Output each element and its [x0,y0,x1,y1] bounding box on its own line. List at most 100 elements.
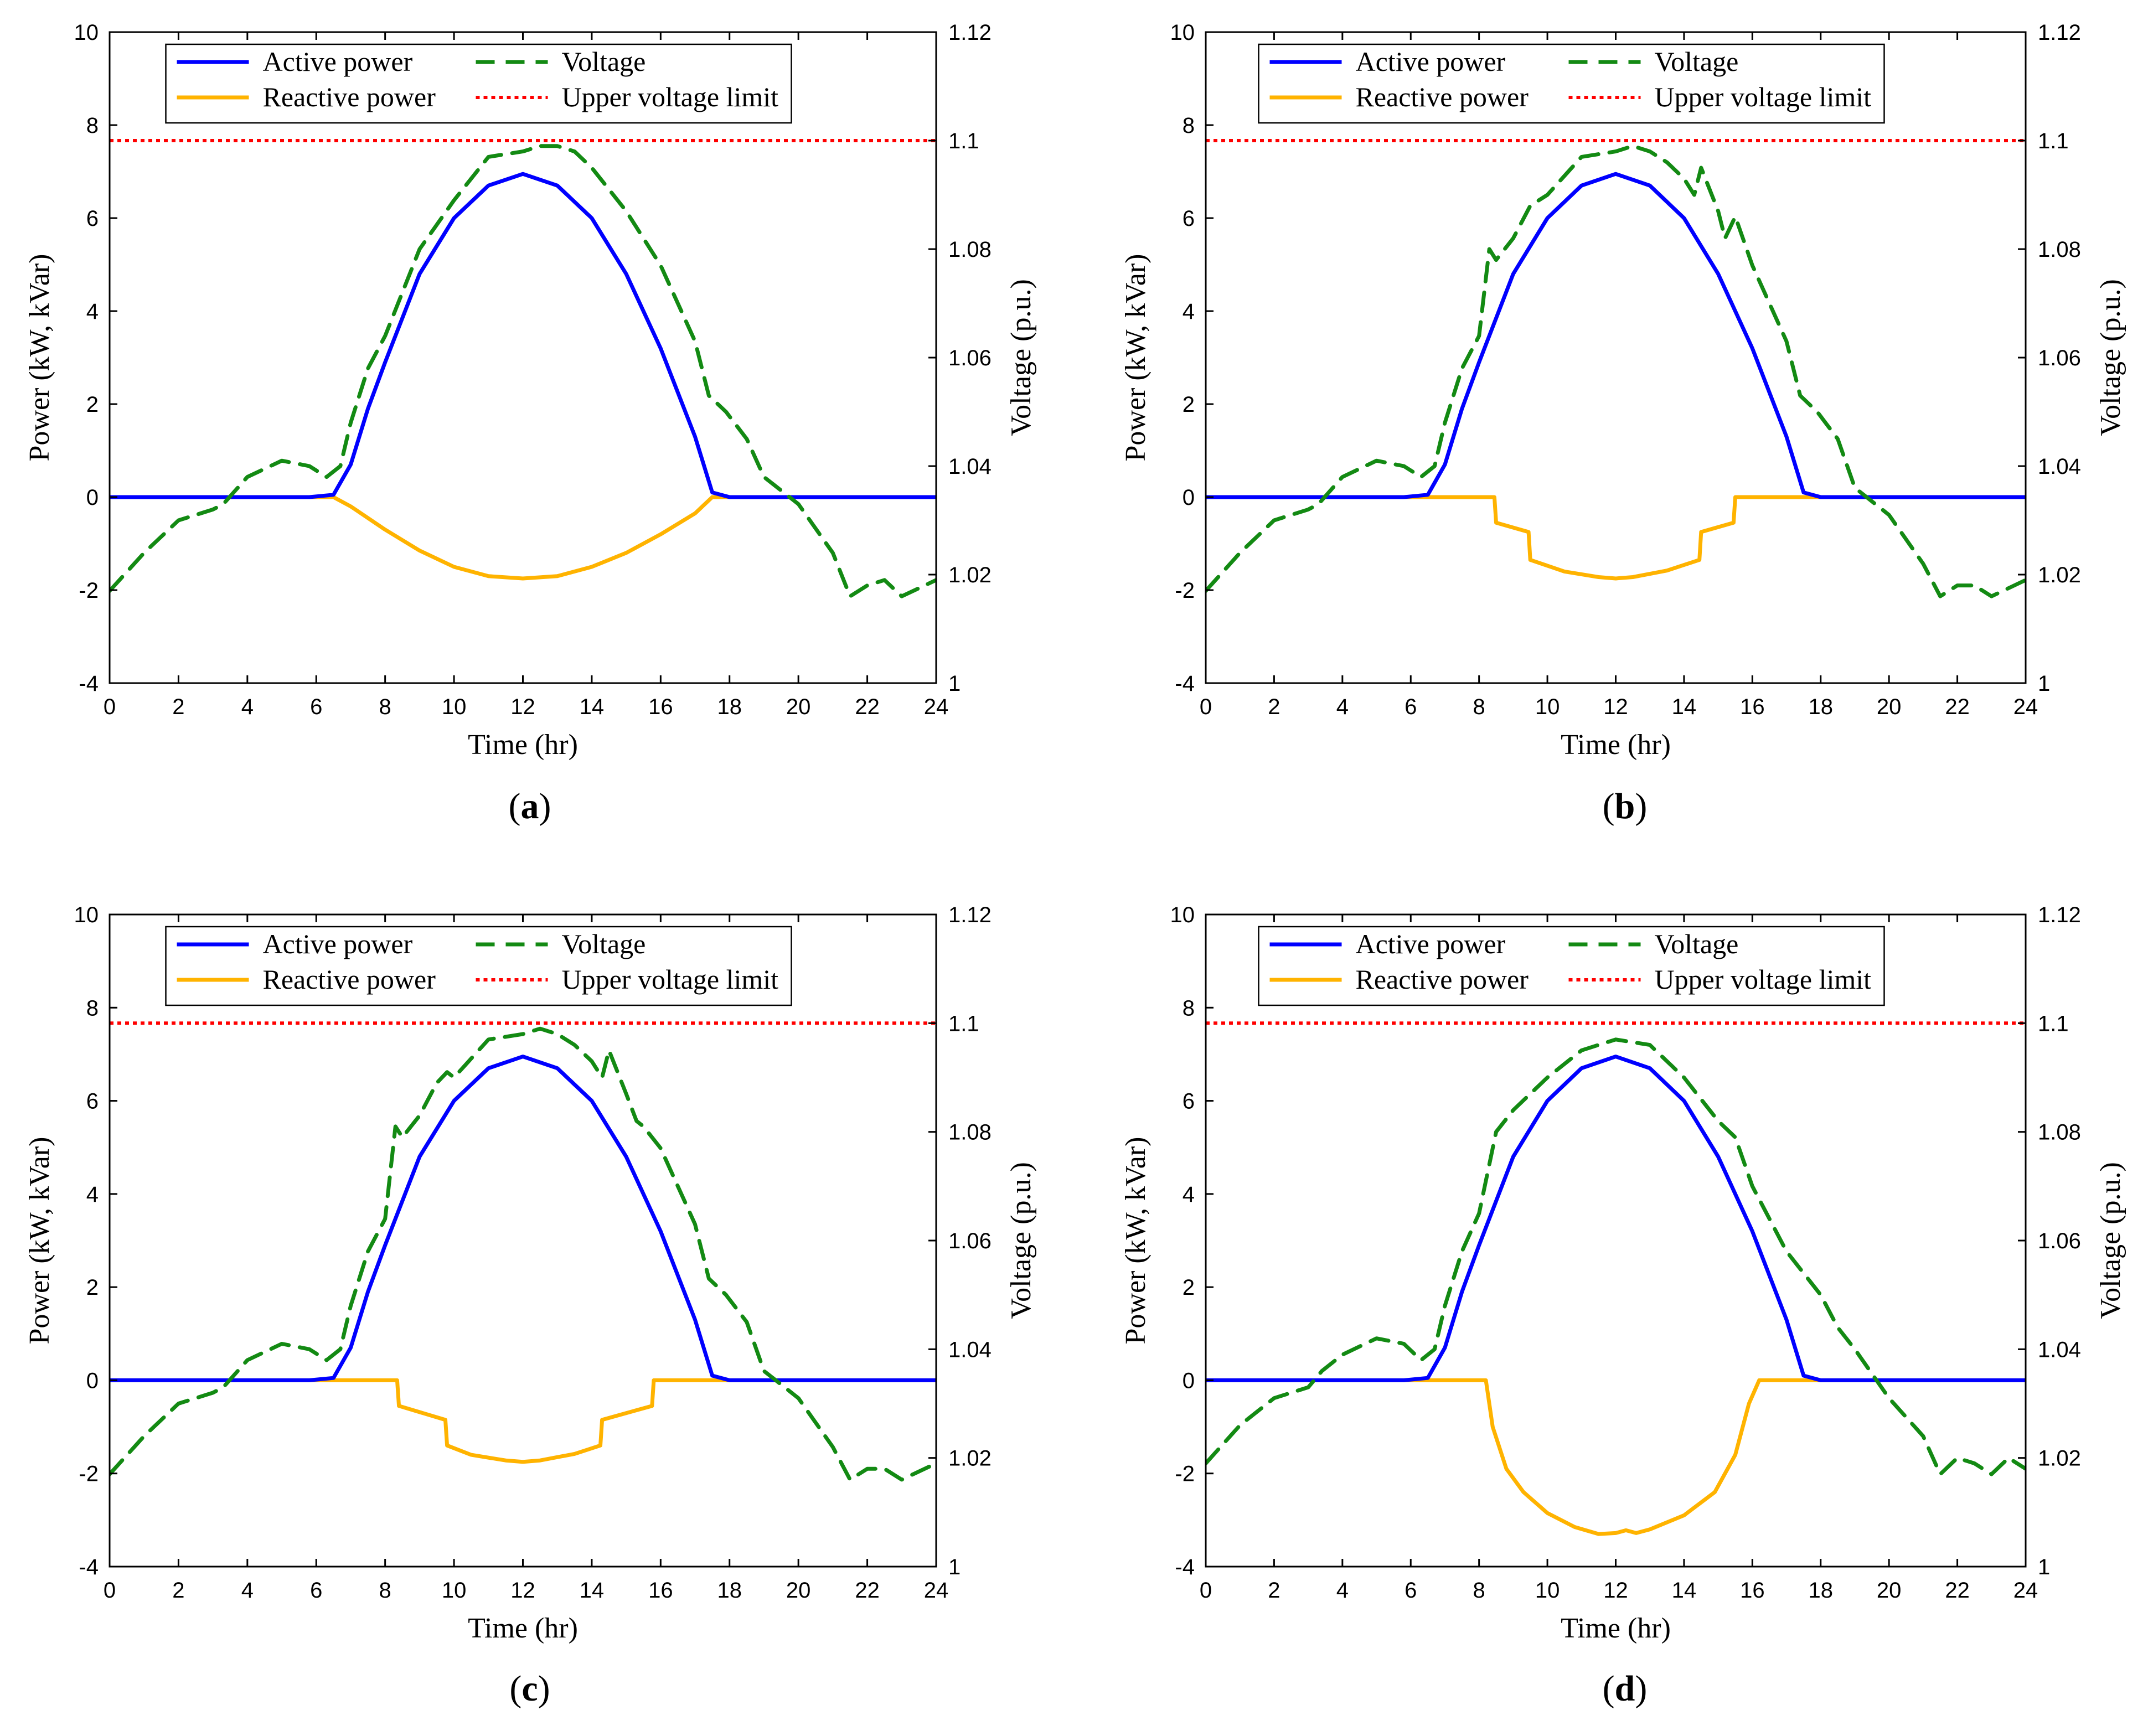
y2-tick-label: 1.04 [2038,1337,2081,1362]
y2-tick-label: 1 [948,1555,961,1579]
legend-label-limit: Upper voltage limit [1655,964,1872,995]
x-tick-label: 16 [1740,695,1765,719]
series-line-voltage [1206,144,2026,598]
x-tick-label: 10 [1535,695,1560,719]
legend-box [165,43,792,124]
panel-label-open: ( [509,1668,521,1709]
legend-label-reactive: Reactive power [1356,964,1529,995]
y2-axis-title: Voltage (p.u.) [2095,279,2126,436]
x-tick-label: 2 [1268,1578,1280,1603]
series-line-reactive [1206,495,2026,581]
x-tick-label: 18 [717,695,742,719]
legend-label-limit: Upper voltage limit [562,964,779,995]
x-tick-label: 0 [1200,695,1212,719]
y-tick-label: 2 [1183,1275,1195,1300]
y2-tick-label: 1.02 [2038,1446,2081,1471]
y2-tick-label: 1.08 [948,237,992,262]
y-tick-label: 8 [86,113,99,138]
x-tick-label: 2 [172,695,184,719]
legend: Active power Voltage Reactive power Upper v… [165,43,792,124]
x-tick-label: 6 [1405,695,1417,719]
y2-tick-label: 1.06 [2038,1229,2081,1253]
x-tick-label: 20 [786,1578,811,1603]
x-tick-label: 20 [1877,1578,1902,1603]
y-tick-label: 0 [1183,485,1195,510]
legend-label-reactive: Reactive power [263,964,436,995]
panel-label: (a) [509,786,551,826]
x-tick-label: 22 [855,1578,880,1603]
panel-label-close: ) [1635,786,1647,826]
x-tick-label: 18 [1809,695,1834,719]
y-tick-label: 6 [1183,206,1195,231]
x-tick-label: 2 [172,1578,184,1603]
axes-box [1205,913,2027,1568]
x-tick-label: 0 [1200,1578,1212,1603]
panel-label-close: ) [539,786,551,826]
plot-area [110,1021,936,1482]
x-tick-label: 4 [241,1578,254,1603]
y2-tick-label: 1.08 [2038,237,2081,262]
x-axis-title: Time (hr) [468,1613,578,1644]
x-tick-label: 8 [1473,1578,1485,1603]
y2-tick-label: 1.02 [948,563,992,587]
y-tick-label: 0 [86,485,99,510]
series-line-reactive [110,495,936,581]
series-line-active [1206,172,2026,499]
y-tick-label: -2 [1175,578,1195,603]
y-tick-label: 10 [1170,903,1195,927]
x-tick-label: 2 [1268,695,1280,719]
series-line-active [110,172,936,499]
x-tick-label: 24 [924,695,949,719]
y-tick-label: -2 [79,1462,99,1486]
y-tick-label: 6 [86,1089,99,1114]
x-axis-title: Time (hr) [1561,1613,1671,1644]
x-tick-label: 10 [1535,1578,1560,1603]
y2-tick-label: 1.08 [2038,1120,2081,1145]
y-tick-label: 10 [74,903,99,927]
y-tick-label: 2 [86,392,99,417]
y2-tick-label: 1.06 [948,346,992,370]
y2-tick-label: 1.02 [948,1446,992,1471]
y-axis-title: Power (kW, kVar) [24,254,55,462]
y-tick-label: 2 [86,1275,99,1300]
y2-tick-label: 1 [948,671,961,696]
x-tick-label: 18 [1809,1578,1834,1603]
x-axis-title: Time (hr) [1561,729,1671,761]
y2-axis-title: Voltage (p.u.) [2095,1162,2126,1319]
axes-box [109,31,937,684]
series-line-reactive [110,1378,936,1464]
series-line-reactive [1206,1378,2026,1536]
legend: Active power Voltage Reactive power Upper v… [1258,43,1885,124]
x-tick-label: 18 [717,1578,742,1603]
x-tick-label: 4 [1336,695,1349,719]
chart-panel-c: 0 2 4 6 8 10 12 14 16 18 20 22 24-4-2024681011.021.0… [24,903,1037,1709]
x-tick-label: 16 [648,1578,673,1603]
y2-tick-label: 1.1 [948,1011,979,1036]
x-tick-label: 14 [1672,1578,1697,1603]
y2-tick-label: 1.06 [948,1229,992,1253]
y2-tick-label: 1.04 [2038,454,2081,479]
y-tick-label: 8 [1183,996,1195,1020]
y-tick-label: 2 [1183,392,1195,417]
y-tick-label: 6 [86,206,99,231]
y2-tick-label: 1.04 [948,1337,992,1362]
x-tick-label: 8 [1473,695,1485,719]
x-tick-label: 0 [104,1578,116,1603]
y-axis-title: Power (kW, kVar) [1120,254,1152,462]
x-tick-label: 20 [1877,695,1902,719]
x-tick-label: 14 [580,695,605,719]
x-tick-label: 16 [648,695,673,719]
x-tick-label: 0 [104,695,116,719]
legend-label-voltage: Voltage [562,46,646,77]
y2-tick-label: 1.08 [948,1120,992,1145]
legend-label-limit: Upper voltage limit [1655,81,1872,112]
y-tick-label: 6 [1183,1089,1195,1114]
panel-label-letter: c [521,1668,538,1709]
legend-label-active: Active power [1356,928,1506,959]
legend-label-voltage: Voltage [1655,928,1739,959]
series-line-voltage [110,1026,936,1482]
panel-label: (c) [509,1668,550,1709]
panel-label-close: ) [538,1668,550,1709]
y-tick-label: -4 [79,671,99,696]
y-tick-label: 8 [1183,113,1195,138]
